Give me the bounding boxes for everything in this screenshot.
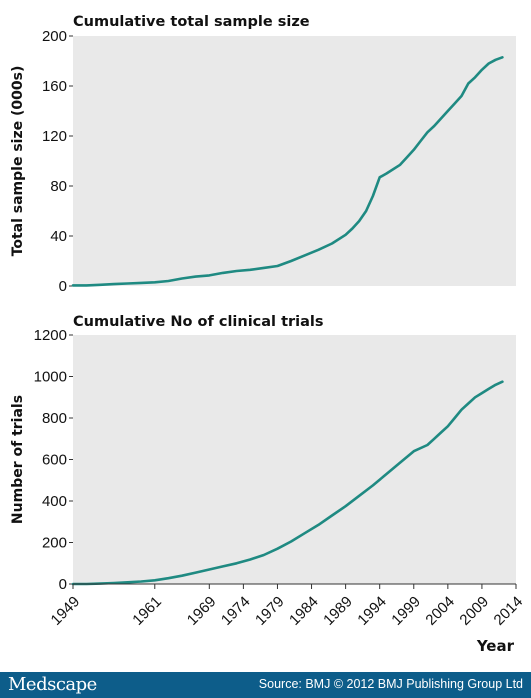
chart-title-1: Cumulative total sample size	[73, 14, 310, 30]
x-tick-label-1994: 1994	[354, 593, 390, 629]
chart-title-2: Cumulative No of clinical trials	[73, 314, 324, 330]
x-tick-label-2004: 2004	[422, 593, 458, 629]
y-tick-label-1-200: 200	[42, 28, 67, 45]
y-tick-label-2-0: 0	[59, 576, 67, 593]
x-tick-label-2009: 2009	[456, 593, 492, 629]
y-tick-label-2-800: 800	[42, 410, 67, 427]
x-tick-label-1961: 1961	[129, 593, 165, 629]
plot-area-2	[73, 335, 516, 584]
chart-figure: Cumulative total sample size Total sample…	[10, 14, 527, 655]
x-tick-label-1989: 1989	[320, 593, 356, 629]
x-tick-label-1974: 1974	[218, 593, 254, 629]
y-tick-label-2-600: 600	[42, 452, 67, 469]
series-line-1	[71, 56, 504, 287]
y-tick-label-2-1000: 1000	[34, 369, 67, 386]
y-tick-label-1-120: 120	[42, 128, 67, 145]
x-tick-label-2014: 2014	[491, 593, 527, 629]
y-tick-label-1-0: 0	[59, 278, 67, 295]
source-credit: Source: BMJ © 2012 BMJ Publishing Group …	[258, 677, 523, 691]
x-tick-label-1969: 1969	[184, 593, 220, 629]
x-tick-label-1949: 1949	[48, 593, 84, 629]
x-tick-label-1979: 1979	[252, 593, 288, 629]
series-line-2	[71, 380, 504, 586]
y-tick-label-2-400: 400	[42, 493, 67, 510]
y-tick-label-2-1200: 1200	[34, 327, 67, 344]
y-tick-label-1-80: 80	[50, 178, 67, 195]
medscape-logo: Medscape	[8, 674, 97, 695]
x-tick-label-1984: 1984	[286, 593, 322, 629]
x-axis-label: Year	[476, 637, 515, 655]
y-tick-label-1-40: 40	[50, 228, 67, 245]
y-axis-label-2: Number of trials	[10, 395, 26, 524]
plot-area-1	[73, 36, 516, 286]
x-tick-label-1999: 1999	[388, 593, 424, 629]
y-axis-label-1: Total sample size (000s)	[10, 66, 26, 257]
footer-bar: Medscape Source: BMJ © 2012 BMJ Publishi…	[0, 672, 531, 698]
y-tick-label-2-200: 200	[42, 535, 67, 552]
y-tick-label-1-160: 160	[42, 78, 67, 95]
